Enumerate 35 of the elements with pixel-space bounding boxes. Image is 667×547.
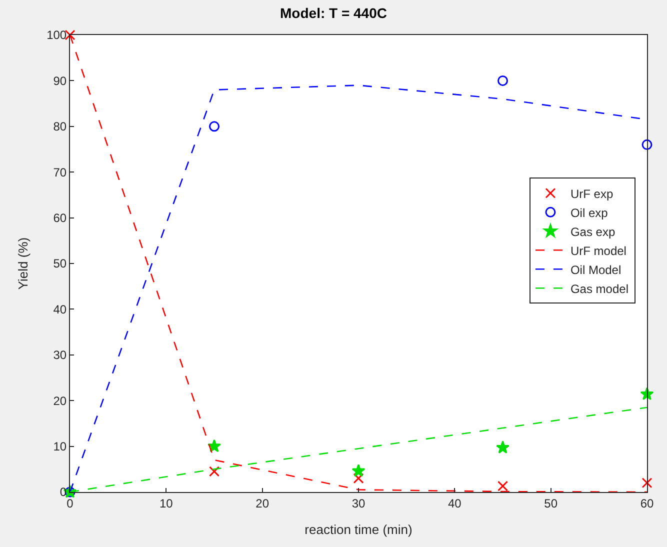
legend-label: UrF exp xyxy=(570,186,614,201)
x-tick-label: 50 xyxy=(544,496,558,510)
legend-label: Oil exp xyxy=(570,206,608,220)
y-tick-label: 10 xyxy=(53,440,67,454)
x-tick-label: 20 xyxy=(256,496,270,510)
point xyxy=(496,440,510,454)
legend-label: Gas model xyxy=(570,282,628,296)
x-tick-label: 10 xyxy=(159,496,174,510)
y-tick-label: 70 xyxy=(53,165,67,180)
y-axis-title: Yield (%) xyxy=(16,237,31,290)
y-tick-label: 90 xyxy=(53,74,67,88)
y-tick-label: 50 xyxy=(53,256,67,271)
legend-label: Oil Model xyxy=(570,262,622,277)
legend-label: UrF model xyxy=(570,244,626,258)
x-tick-label: 40 xyxy=(448,496,462,510)
point xyxy=(352,464,366,477)
point xyxy=(208,439,221,452)
x-tick-label: 60 xyxy=(640,496,654,510)
y-tick-label: 100 xyxy=(46,28,67,42)
chart-title: Model: T = 440C xyxy=(280,5,387,22)
point xyxy=(498,480,508,492)
y-tick-label: 80 xyxy=(53,120,67,134)
point xyxy=(498,75,508,86)
x-axis-title: reaction time (min) xyxy=(304,522,412,537)
legend-label: Gas exp xyxy=(570,224,616,239)
y-tick-label: 30 xyxy=(53,348,67,362)
point xyxy=(209,121,220,132)
y-tick-label: 40 xyxy=(53,302,67,316)
y-tick-label: 60 xyxy=(53,211,67,225)
x-tick-label: 30 xyxy=(352,496,366,510)
point xyxy=(209,466,220,477)
y-tick-label: 20 xyxy=(53,394,67,408)
point xyxy=(353,473,364,484)
point xyxy=(642,139,652,150)
point xyxy=(642,478,652,488)
